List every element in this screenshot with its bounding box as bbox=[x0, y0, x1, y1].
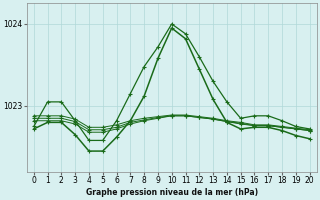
X-axis label: Graphe pression niveau de la mer (hPa): Graphe pression niveau de la mer (hPa) bbox=[86, 188, 258, 197]
